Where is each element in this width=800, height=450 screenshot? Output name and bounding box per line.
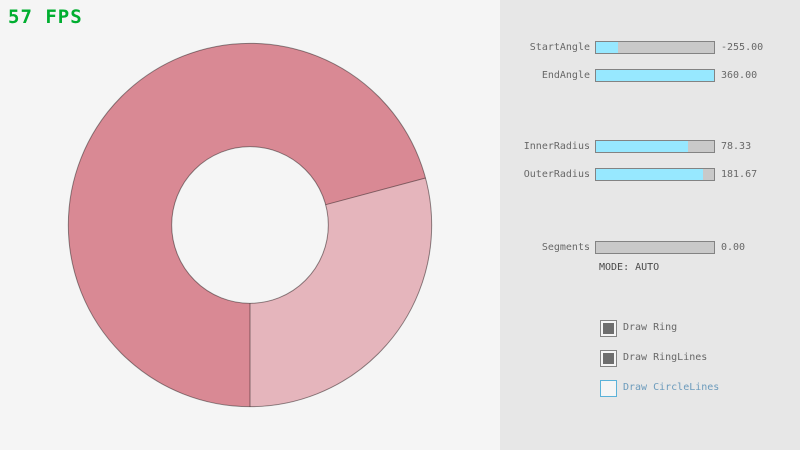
slider-outerradius-fill bbox=[596, 169, 704, 180]
slider-value-startangle: -255.00 bbox=[721, 42, 764, 53]
slider-label-innerradius: InnerRadius bbox=[523, 141, 590, 152]
slider-label-segments: Segments bbox=[541, 242, 590, 253]
draw-circlelines-checkbox[interactable] bbox=[600, 380, 617, 397]
slider-value-outerradius: 181.67 bbox=[721, 169, 758, 180]
slider-value-endangle: 360.00 bbox=[721, 70, 758, 81]
slider-outerradius[interactable] bbox=[595, 168, 715, 181]
slider-label-endangle: EndAngle bbox=[541, 70, 590, 81]
slider-segments[interactable] bbox=[595, 241, 715, 254]
fps-counter: 57 FPS bbox=[8, 6, 83, 28]
segments-mode-label: MODE: AUTO bbox=[599, 262, 660, 273]
checkbox-label: Draw RingLines bbox=[623, 352, 708, 363]
slider-startangle-fill bbox=[596, 42, 619, 53]
checkbox-label: Draw CircleLines bbox=[623, 382, 720, 393]
slider-label-outerradius: OuterRadius bbox=[523, 169, 590, 180]
draw-ringlines-checkbox[interactable] bbox=[600, 350, 617, 367]
slider-value-segments: 0.00 bbox=[721, 242, 746, 253]
slider-innerradius-fill bbox=[596, 141, 689, 152]
slider-innerradius[interactable] bbox=[595, 140, 715, 153]
draw-ring-checkbox[interactable] bbox=[600, 320, 617, 337]
slider-startangle[interactable] bbox=[595, 41, 715, 54]
slider-value-innerradius: 78.33 bbox=[721, 141, 752, 152]
slider-endangle-fill bbox=[596, 70, 714, 81]
checkbox-label: Draw Ring bbox=[623, 322, 678, 333]
slider-endangle[interactable] bbox=[595, 69, 715, 82]
ring-chart bbox=[67, 42, 433, 408]
slider-label-startangle: StartAngle bbox=[529, 42, 590, 53]
